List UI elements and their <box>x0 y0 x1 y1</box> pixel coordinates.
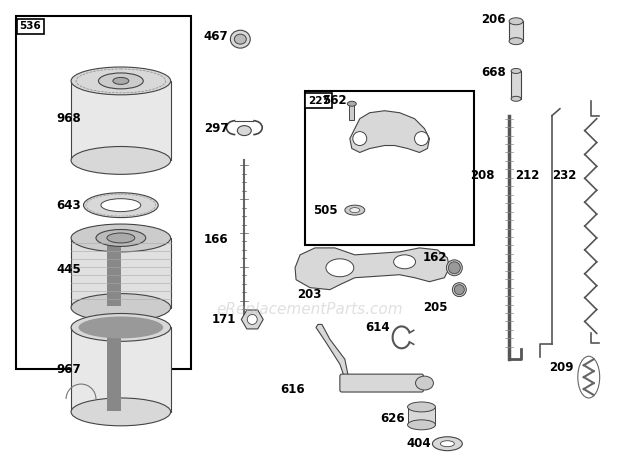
Ellipse shape <box>101 199 141 212</box>
Text: eReplacementParts.com: eReplacementParts.com <box>216 302 404 317</box>
Ellipse shape <box>509 18 523 25</box>
Text: 208: 208 <box>470 169 494 182</box>
Bar <box>349 104 354 120</box>
Ellipse shape <box>453 283 466 296</box>
Text: 967: 967 <box>56 363 81 376</box>
Ellipse shape <box>107 233 135 243</box>
Text: 206: 206 <box>482 13 506 26</box>
Ellipse shape <box>96 230 146 246</box>
Ellipse shape <box>71 294 170 321</box>
FancyBboxPatch shape <box>340 374 423 392</box>
Text: 445: 445 <box>56 263 81 276</box>
Polygon shape <box>350 111 430 153</box>
Ellipse shape <box>234 34 246 44</box>
Text: 297: 297 <box>204 122 228 135</box>
Text: 171: 171 <box>212 313 236 326</box>
Ellipse shape <box>509 38 523 45</box>
Ellipse shape <box>71 398 170 426</box>
Text: 205: 205 <box>423 301 448 314</box>
Bar <box>16 16 190 369</box>
Ellipse shape <box>446 260 463 276</box>
Text: 562: 562 <box>322 95 347 107</box>
Circle shape <box>454 285 464 295</box>
Polygon shape <box>295 248 450 290</box>
Circle shape <box>247 314 257 325</box>
FancyBboxPatch shape <box>71 327 170 412</box>
Ellipse shape <box>71 313 170 341</box>
Text: 162: 162 <box>423 251 448 264</box>
Ellipse shape <box>71 67 170 95</box>
Text: 232: 232 <box>552 169 577 182</box>
Text: 643: 643 <box>56 199 81 212</box>
FancyBboxPatch shape <box>71 238 170 307</box>
Text: 614: 614 <box>365 321 389 334</box>
Text: 467: 467 <box>204 30 228 43</box>
Text: 505: 505 <box>313 204 338 217</box>
Ellipse shape <box>71 147 170 174</box>
Circle shape <box>415 131 428 146</box>
Ellipse shape <box>394 255 415 269</box>
Ellipse shape <box>440 441 454 447</box>
Ellipse shape <box>326 259 354 277</box>
Ellipse shape <box>113 77 129 84</box>
Polygon shape <box>316 325 350 387</box>
Ellipse shape <box>350 207 360 213</box>
Ellipse shape <box>79 317 163 338</box>
Circle shape <box>353 131 367 146</box>
FancyBboxPatch shape <box>71 81 170 160</box>
Text: 166: 166 <box>204 233 228 247</box>
Text: 668: 668 <box>481 66 506 79</box>
Ellipse shape <box>99 73 143 89</box>
Ellipse shape <box>407 402 435 412</box>
Ellipse shape <box>71 224 170 252</box>
Circle shape <box>448 262 460 274</box>
Ellipse shape <box>231 30 250 48</box>
Ellipse shape <box>84 193 158 218</box>
Ellipse shape <box>407 420 435 430</box>
Text: 212: 212 <box>516 169 540 182</box>
Bar <box>305 91 474 245</box>
Text: 968: 968 <box>56 112 81 125</box>
Ellipse shape <box>432 437 463 451</box>
Text: 227: 227 <box>308 96 330 106</box>
FancyBboxPatch shape <box>107 330 121 411</box>
Bar <box>511 71 521 99</box>
Text: 626: 626 <box>380 412 405 426</box>
Text: 404: 404 <box>407 437 432 450</box>
Ellipse shape <box>237 126 251 136</box>
Text: 209: 209 <box>549 361 574 374</box>
Ellipse shape <box>511 69 521 73</box>
Bar <box>407 407 435 425</box>
Text: 203: 203 <box>297 288 321 301</box>
Ellipse shape <box>345 205 365 215</box>
Ellipse shape <box>347 101 356 106</box>
Bar <box>509 21 523 41</box>
Ellipse shape <box>511 96 521 101</box>
Text: 536: 536 <box>19 21 41 31</box>
Text: 616: 616 <box>280 383 305 396</box>
FancyBboxPatch shape <box>107 240 121 306</box>
Ellipse shape <box>415 376 433 390</box>
